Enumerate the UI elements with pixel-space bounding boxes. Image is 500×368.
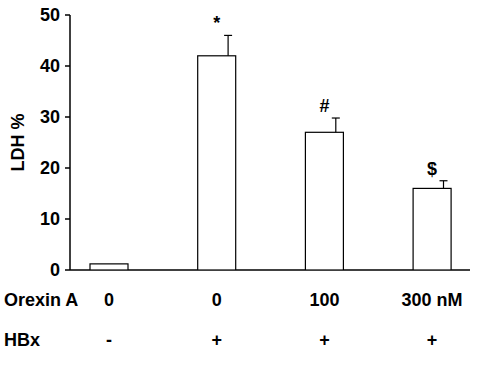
row-label: HBx xyxy=(4,330,40,350)
y-tick xyxy=(65,167,70,169)
y-tick xyxy=(65,65,70,67)
chart-container: 0 10 20 30 40 50 LDH % * # $0 0 100 300 nM - + + + Orexin… xyxy=(0,0,500,368)
y-tick xyxy=(65,269,70,271)
x-tick-label: 0 xyxy=(212,290,222,310)
y-tick-label: 0 xyxy=(50,260,60,280)
error-cap xyxy=(440,180,448,181)
x-tick-label-row2: + xyxy=(427,330,438,350)
error-line xyxy=(228,35,229,55)
x-tick-label-row2: + xyxy=(211,330,222,350)
error-cap xyxy=(224,35,232,36)
significance-mark: * xyxy=(213,13,220,33)
y-tick-label: 30 xyxy=(40,107,60,127)
significance-mark: # xyxy=(319,96,329,116)
y-tick xyxy=(65,116,70,118)
y-tick-label: 40 xyxy=(40,56,60,76)
y-tick-label: 20 xyxy=(40,158,60,178)
error-line xyxy=(335,118,336,132)
bar xyxy=(413,188,451,270)
x-tick-label-row2: - xyxy=(106,330,112,350)
x-tick-label-row2: + xyxy=(319,330,330,350)
x-axis xyxy=(70,269,470,271)
y-tick xyxy=(65,218,70,220)
y-tick xyxy=(65,14,70,16)
row-label: Orexin A xyxy=(4,290,78,310)
error-bar xyxy=(224,35,232,55)
error-line xyxy=(443,181,444,189)
y-tick-label: 50 xyxy=(40,5,60,25)
y-tick-label: 10 xyxy=(40,209,60,229)
chart-svg: 0 10 20 30 40 50 LDH % * # $0 0 100 300 nM - + + + Orexin… xyxy=(0,0,500,368)
bar xyxy=(198,56,236,270)
y-axis xyxy=(69,15,71,270)
x-tick-label: 300 nM xyxy=(402,290,463,310)
error-cap xyxy=(332,117,340,118)
bar xyxy=(90,264,128,270)
error-bar xyxy=(332,118,340,132)
y-axis-label: LDH % xyxy=(8,114,28,172)
error-bar xyxy=(440,181,448,189)
significance-mark: $ xyxy=(427,159,437,179)
bar xyxy=(305,132,343,270)
bars xyxy=(90,35,451,270)
x-tick-label: 100 xyxy=(309,290,339,310)
x-tick-label: 0 xyxy=(104,290,114,310)
